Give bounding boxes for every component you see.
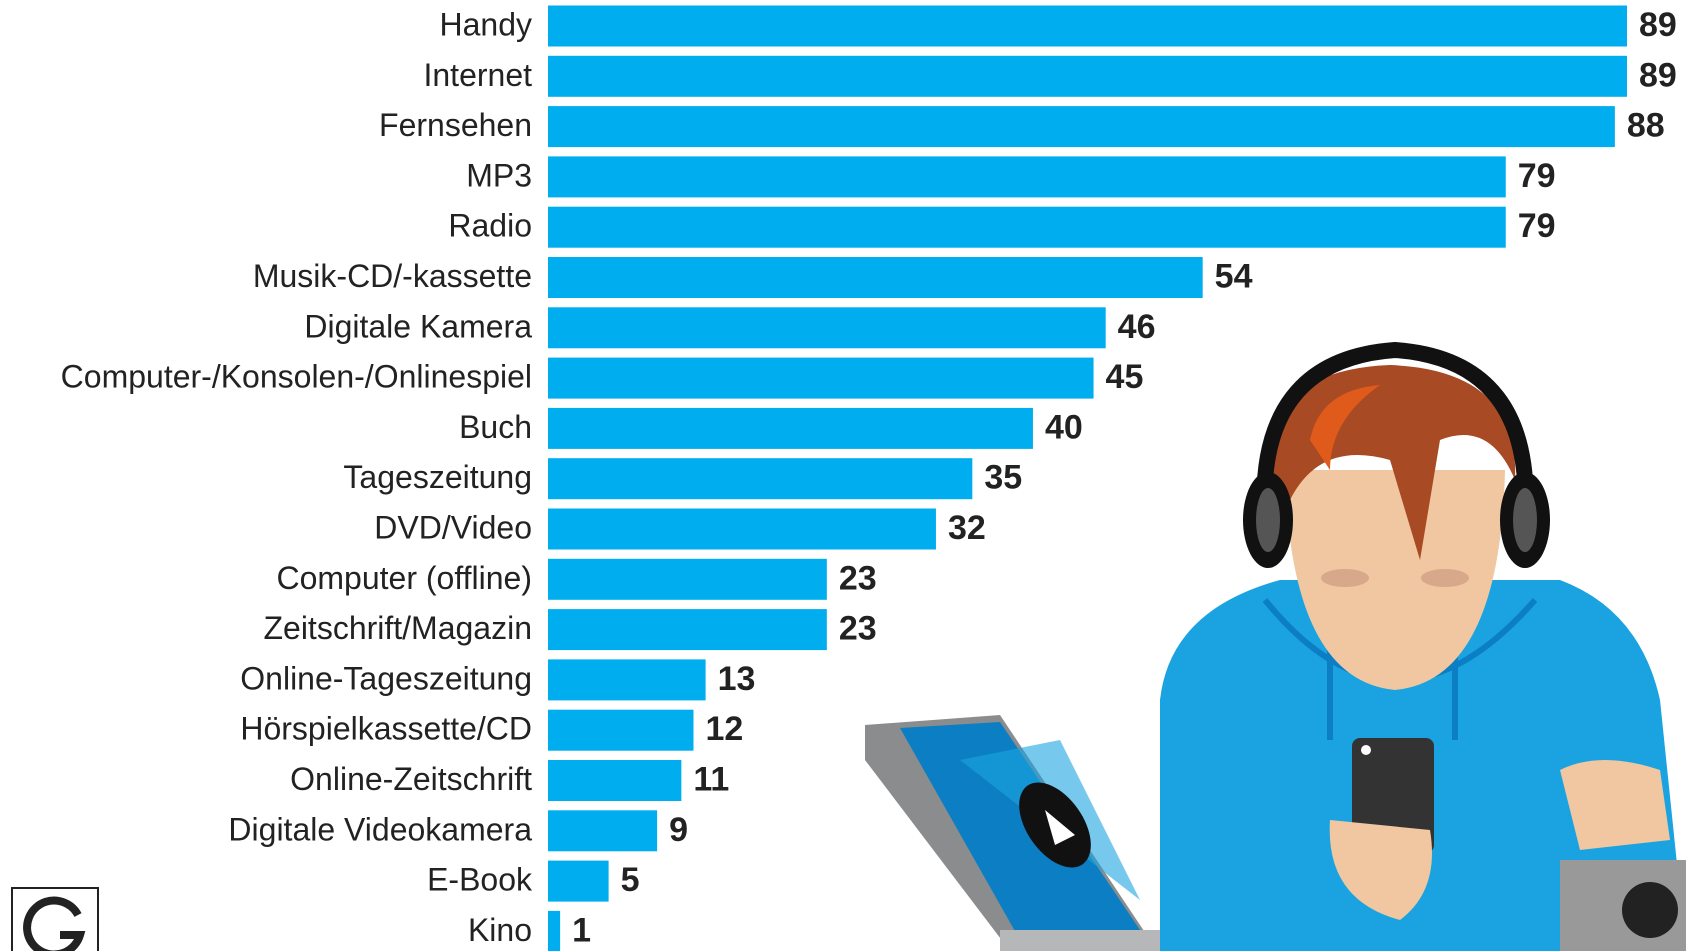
category-label: Kino bbox=[468, 912, 532, 948]
bar bbox=[548, 458, 972, 499]
value-label: 89 bbox=[1639, 56, 1677, 94]
bar bbox=[548, 6, 1627, 47]
bar bbox=[548, 810, 657, 851]
value-label: 23 bbox=[839, 559, 877, 597]
value-label: 89 bbox=[1639, 6, 1677, 44]
value-label: 54 bbox=[1215, 257, 1253, 295]
value-label: 12 bbox=[705, 710, 743, 748]
bar bbox=[548, 760, 681, 801]
value-label: 46 bbox=[1118, 308, 1156, 346]
bar bbox=[548, 106, 1615, 147]
bar bbox=[548, 156, 1506, 197]
bar bbox=[548, 408, 1033, 449]
category-label: Radio bbox=[448, 208, 532, 244]
category-label: Fernsehen bbox=[379, 107, 532, 143]
category-label: Buch bbox=[459, 409, 532, 445]
bar bbox=[548, 207, 1506, 248]
category-label: MP3 bbox=[466, 157, 532, 193]
category-label: Digitale Kamera bbox=[304, 308, 532, 344]
value-label: 35 bbox=[984, 459, 1022, 497]
value-label: 13 bbox=[718, 660, 756, 698]
category-label: DVD/Video bbox=[374, 509, 532, 545]
category-label: Online-Zeitschrift bbox=[290, 761, 532, 797]
bar bbox=[548, 861, 609, 902]
category-label: Hörspielkassette/CD bbox=[240, 711, 532, 747]
value-label: 11 bbox=[693, 760, 729, 798]
category-label: Tageszeitung bbox=[343, 459, 532, 495]
bar bbox=[548, 559, 827, 600]
bar bbox=[548, 56, 1627, 97]
bar bbox=[548, 609, 827, 650]
value-label: 1 bbox=[572, 911, 591, 949]
category-label: Musik-CD/-kassette bbox=[253, 258, 532, 294]
bar bbox=[548, 358, 1094, 399]
category-label: Online-Tageszeitung bbox=[240, 660, 532, 696]
bar bbox=[548, 911, 560, 951]
chart: Handy 89 Internet 89 Fernsehen 88 MP3 79 Radio 79… bbox=[0, 0, 1686, 951]
value-label: 45 bbox=[1106, 358, 1144, 396]
bar bbox=[548, 307, 1106, 348]
page: {"chart_data": {"type": "bar", "orientat… bbox=[0, 0, 1686, 951]
value-label: 23 bbox=[839, 610, 877, 648]
value-label: 88 bbox=[1627, 107, 1665, 145]
bar bbox=[548, 710, 693, 751]
bar bbox=[548, 257, 1203, 298]
bar bbox=[548, 509, 936, 550]
category-label: Zeitschrift/Magazin bbox=[263, 610, 532, 646]
category-label: Internet bbox=[423, 57, 532, 93]
value-label: 79 bbox=[1518, 207, 1556, 245]
category-label: Handy bbox=[440, 6, 533, 42]
value-label: 32 bbox=[948, 509, 986, 547]
value-label: 5 bbox=[621, 861, 640, 899]
category-label: Digitale Videokamera bbox=[228, 811, 532, 847]
category-label: E-Book bbox=[427, 862, 533, 898]
value-label: 40 bbox=[1045, 408, 1083, 446]
value-label: 9 bbox=[669, 811, 688, 849]
value-label: 79 bbox=[1518, 157, 1556, 195]
category-label: Computer-/Konsolen-/Onlinespiel bbox=[61, 359, 532, 395]
category-label: Computer (offline) bbox=[276, 560, 532, 596]
bar bbox=[548, 659, 706, 700]
logo bbox=[12, 888, 98, 951]
